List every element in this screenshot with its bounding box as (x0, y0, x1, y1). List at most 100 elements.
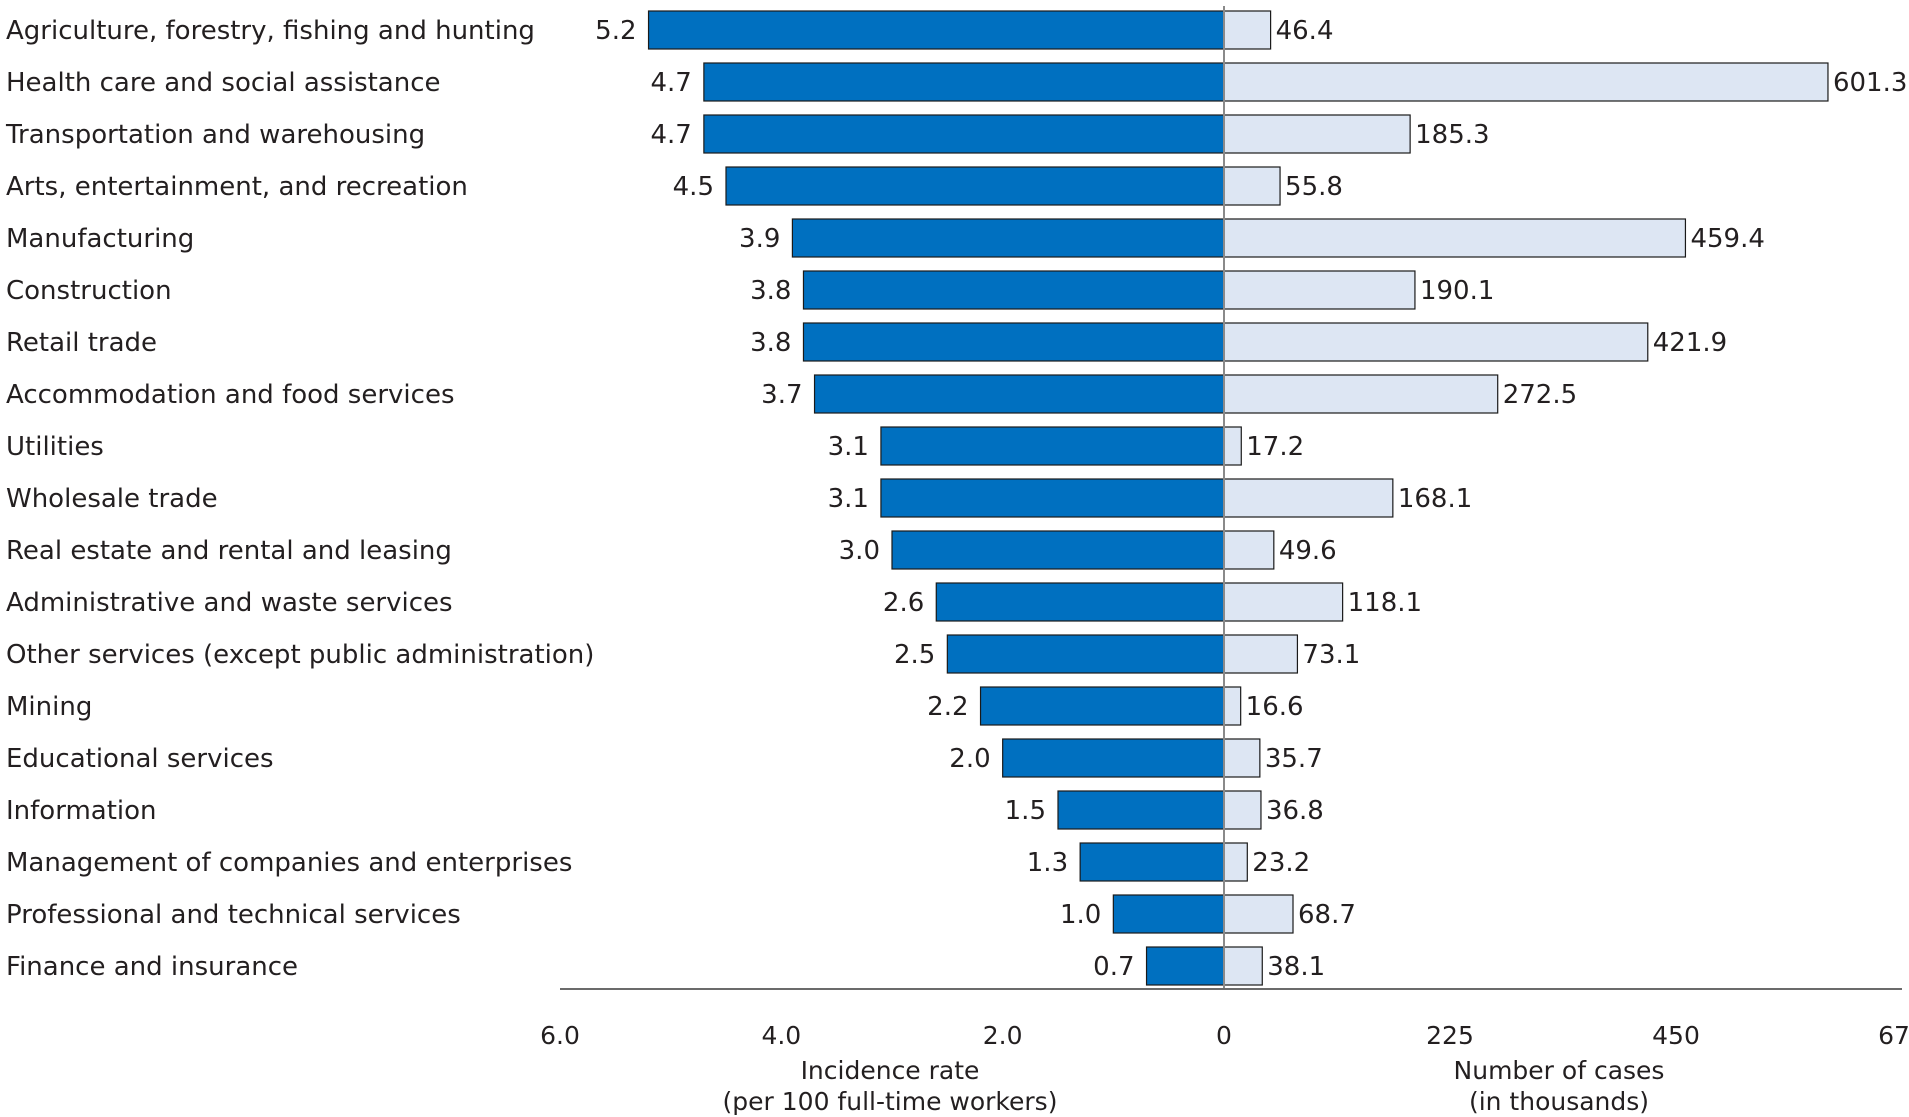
incidence-rate-value-label: 1.0 (1060, 900, 1101, 930)
incidence-rate-bar (935, 582, 1225, 622)
incidence-rate-bar (791, 218, 1225, 258)
number-of-cases-bars (1223, 10, 1829, 986)
number-of-cases-bar (1223, 62, 1829, 102)
incidence-rate-bar (1002, 738, 1225, 778)
incidence-rate-value-label: 2.2 (927, 692, 968, 722)
incidence-rate-value-labels: 5.2 4.7 4.7 4.5 3.9 3.8 3.8 3.7 3.1 3.1 3.02.6 2.5 2… (595, 16, 1134, 982)
incidence-rate-bar (880, 478, 1225, 518)
incidence-rate-bar (703, 62, 1225, 102)
number-of-cases-bar (1223, 790, 1262, 830)
incidence-rate-bar (1057, 790, 1225, 830)
number-of-cases-value-label: 46.4 (1276, 16, 1334, 46)
number-of-cases-bar (1223, 374, 1499, 414)
incidence-rate-value-label: 2.0 (949, 744, 990, 774)
incidence-rate-bar (802, 270, 1225, 310)
incidence-rate-bar (1079, 842, 1225, 882)
number-of-cases-value-label: 73.1 (1302, 640, 1360, 670)
incidence-rate-value-label: 0.7 (1093, 952, 1134, 982)
category-label: Utilities (6, 432, 104, 462)
number-of-cases-bar (1223, 738, 1261, 778)
category-label: Transportation and warehousing (5, 120, 425, 150)
left-axis-title-line2: (per 100 full-time workers) (723, 1087, 1058, 1116)
category-label: Educational services (6, 744, 274, 774)
number-of-cases-value-label: 601.3 (1833, 68, 1907, 98)
incidence-rate-value-label: 2.5 (894, 640, 935, 670)
number-of-cases-value-label: 49.6 (1279, 536, 1337, 566)
incidence-rate-value-label: 3.7 (761, 380, 802, 410)
category-label: Information (6, 796, 157, 826)
number-of-cases-value-label: 38.1 (1267, 952, 1325, 982)
right-axis-title-line2: (in thousands) (1469, 1087, 1649, 1116)
incidence-rate-bar (703, 114, 1225, 154)
number-of-cases-value-label: 16.6 (1246, 692, 1304, 722)
incidence-rate-bar (1112, 894, 1225, 934)
incidence-rate-bar (979, 686, 1225, 726)
number-of-cases-bar (1223, 582, 1344, 622)
number-of-cases-bar (1223, 270, 1416, 310)
incidence-rate-value-label: 4.7 (651, 68, 692, 98)
number-of-cases-value-label: 185.3 (1415, 120, 1489, 150)
category-label: Health care and social assistance (6, 68, 441, 98)
number-of-cases-value-label: 168.1 (1398, 484, 1472, 514)
number-of-cases-value-label: 23.2 (1252, 848, 1310, 878)
incidence-rate-bar (647, 10, 1225, 50)
incidence-rate-bar (946, 634, 1225, 674)
number-of-cases-bar (1223, 946, 1263, 986)
number-of-cases-value-label: 272.5 (1503, 380, 1577, 410)
category-label: Retail trade (6, 328, 157, 358)
incidence-rate-tick-label: 4.0 (761, 1021, 801, 1050)
incidence-rate-value-label: 1.3 (1027, 848, 1068, 878)
category-label: Management of companies and enterprises (6, 848, 572, 878)
category-label: Accommodation and food services (6, 380, 455, 410)
incidence-rate-value-label: 4.7 (651, 120, 692, 150)
incidence-rate-value-label: 5.2 (595, 16, 636, 46)
incidence-rate-value-label: 2.6 (883, 588, 924, 618)
number-of-cases-value-labels: 46.4 601.3 185.3 55.8 459.4 190.1 421.9 272.5 17… (1246, 16, 1908, 982)
number-of-cases-bar (1223, 10, 1272, 50)
category-label: Arts, entertainment, and recreation (6, 172, 468, 202)
category-label: Administrative and waste services (6, 588, 453, 618)
incidence-rate-tick-label: 2.0 (983, 1021, 1023, 1050)
number-of-cases-bar (1223, 530, 1275, 570)
category-label: Manufacturing (6, 224, 194, 254)
category-label: Wholesale trade (6, 484, 218, 514)
number-of-cases-tick-label: 675 (1878, 1021, 1909, 1050)
number-of-cases-value-label: 459.4 (1690, 224, 1764, 254)
number-of-cases-value-label: 68.7 (1298, 900, 1356, 930)
number-of-cases-bar (1223, 218, 1687, 258)
incidence-rate-tick-label: 6.0 (540, 1021, 580, 1050)
number-of-cases-bar (1223, 478, 1394, 518)
incidence-rate-bar (725, 166, 1225, 206)
incidence-rate-bars (647, 10, 1225, 986)
incidence-rate-bar (813, 374, 1225, 414)
incidence-rate-value-label: 4.5 (673, 172, 714, 202)
incidence-rate-value-label: 3.9 (739, 224, 780, 254)
number-of-cases-bar (1223, 842, 1248, 882)
left-axis-title-line1: Incidence rate (801, 1056, 980, 1085)
incidence-rate-value-label: 1.5 (1005, 796, 1046, 826)
incidence-rate-bar (1145, 946, 1225, 986)
number-of-cases-bar (1223, 166, 1281, 206)
right-axis-title-line1: Number of cases (1454, 1056, 1665, 1085)
number-of-cases-value-label: 17.2 (1246, 432, 1304, 462)
number-of-cases-value-label: 421.9 (1653, 328, 1727, 358)
x-axis-ticks: 6.0 4.0 2.0 0 225 450 675 (540, 1021, 1909, 1050)
category-label: Construction (6, 276, 172, 306)
number-of-cases-bar (1223, 114, 1411, 154)
number-of-cases-tick-label: 450 (1652, 1021, 1700, 1050)
incidence-rate-bar (802, 322, 1225, 362)
incidence-rate-value-label: 3.8 (750, 276, 791, 306)
number-of-cases-value-label: 36.8 (1266, 796, 1324, 826)
number-of-cases-value-label: 55.8 (1285, 172, 1343, 202)
category-label: Mining (6, 692, 92, 722)
number-of-cases-tick-label: 225 (1426, 1021, 1474, 1050)
incidence-rate-bar (880, 426, 1225, 466)
number-of-cases-value-label: 35.7 (1265, 744, 1323, 774)
incidence-rate-value-label: 3.1 (828, 432, 869, 462)
number-of-cases-bar (1223, 634, 1299, 674)
incidence-rate-value-label: 3.0 (839, 536, 880, 566)
number-of-cases-value-label: 118.1 (1348, 588, 1422, 618)
category-label: Finance and insurance (6, 952, 298, 982)
incidence-rate-value-label: 3.1 (828, 484, 869, 514)
